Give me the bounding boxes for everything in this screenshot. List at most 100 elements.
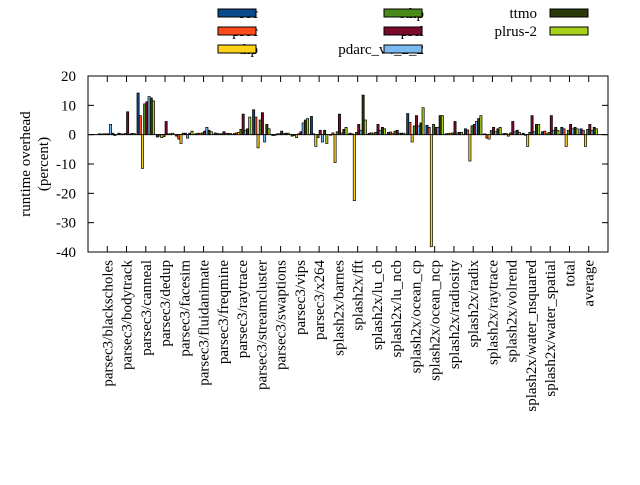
x-tick-label: parsec3/blackscholes [100, 260, 116, 387]
x-tick-label: average [582, 260, 598, 307]
bar-prcl-splash2x/fft [357, 124, 361, 136]
bar-thp-parsec3/facesim [179, 134, 183, 144]
bar-prec-splash2x/ocean_ncp [427, 126, 431, 136]
bar-plrus-2-parsec3/blackscholes [113, 134, 117, 136]
y-tick-label: -10 [56, 157, 76, 173]
bar-prec-parsec3/x264 [312, 133, 316, 136]
bar-thp-parsec3/x264 [314, 134, 318, 147]
legend-swatch-ttmo [549, 8, 589, 18]
bar-plrus-2-parsec3/canneal [152, 100, 155, 136]
bar-thp-splash2x/fft [352, 134, 356, 202]
bar-plrus-2-splash2x/fft [363, 119, 367, 136]
bar-plrus-2-parsec3/bodytrack [132, 133, 136, 136]
bar-thp-splash2x/water_nsquared [526, 134, 530, 147]
y-axis-label-line-2: (percent) [36, 137, 52, 191]
x-tick-label: splash2x/water_spatial [543, 260, 559, 397]
bar-rec-parsec3/canneal [136, 92, 140, 136]
bar-prcl-splash2x/lu_ncb [395, 129, 399, 136]
x-tick-label: splash2x/volrend [505, 260, 521, 363]
bar-plrus-2-parsec3/vips [306, 118, 310, 136]
bar-thp-splash2x/ocean_cp [410, 134, 414, 143]
x-tick-label: splash2x/lu_ncb [389, 260, 405, 358]
y-tick-label: -40 [56, 245, 76, 261]
bar-plrus-2-parsec3/fluidanimate [209, 131, 213, 136]
bar-thp-average [583, 134, 587, 147]
bar-rec-splash2x/raytrace [483, 133, 487, 136]
bar-plrus-2-parsec3/dedup [171, 132, 175, 136]
x-tick-label: splash2x/ocean_cp [408, 260, 424, 373]
bar-prcl-parsec3/x264 [318, 129, 322, 136]
x-tick-label: parsec3/streamcluster [254, 260, 270, 390]
bar-rec-splash2x/water_nsquared [521, 132, 525, 136]
y-tick-label: 20 [61, 69, 76, 85]
bar-pdarc_v4_2_2-parsec3/streamcluster [263, 134, 267, 143]
y-axis-label-line-1: runtime overhead [18, 111, 34, 217]
legend-swatch-pdarc_v4_2_2 [383, 44, 423, 54]
plot-border [87, 75, 609, 253]
bar-thp-splash2x/barnes [333, 134, 337, 163]
bar-prec-splash2x/radix [466, 129, 470, 136]
bar-prcl-splash2x/radiosity [453, 121, 457, 136]
bar-pdarc_v4_2_2-parsec3/facesim [186, 134, 190, 139]
x-tick-label: parsec3/swaptions [274, 260, 290, 370]
x-tick-label: splash2x/fft [351, 259, 367, 330]
bar-prcl-average [588, 124, 592, 136]
bar-plrus-2-splash2x/ocean_ncp [440, 115, 444, 136]
x-tick-label: parsec3/facesim [177, 260, 193, 357]
bar-prec-total [562, 128, 566, 136]
bar-prec-parsec3/streamcluster [254, 116, 258, 136]
bar-pdarc_v4_2_2-parsec3/blackscholes [109, 124, 113, 136]
bar-thp-splash2x/volrend [506, 134, 510, 137]
x-tick-label: parsec3/bodytrack [120, 260, 136, 370]
bar-thp-parsec3/streamcluster [256, 134, 260, 149]
x-axis-ticks: parsec3/blackscholes parsec3/bodytrack par… [100, 76, 598, 412]
y-tick-label: -30 [56, 216, 76, 232]
x-tick-label: splash2x/radix [466, 260, 482, 348]
y-tick-label: 0 [69, 128, 77, 144]
legend-swatch-plrus-2 [549, 26, 589, 36]
x-tick-label: splash2x/barnes [331, 260, 347, 356]
bar-prec-splash2x/ocean_cp [408, 121, 412, 136]
x-tick-label: parsec3/fluidanimate [197, 260, 213, 386]
bar-plrus-2-parsec3/x264 [325, 134, 329, 144]
x-tick-label: parsec3/raytrace [235, 260, 251, 359]
x-tick-label: splash2x/ocean_ncp [428, 260, 444, 381]
legend-swatch-prcl [383, 26, 423, 36]
bar-thp-splash2x/raytrace [487, 134, 491, 140]
bar-prcl-splash2x/barnes [338, 113, 341, 136]
bar-prcl-parsec3/bodytrack [126, 111, 130, 136]
bar-prcl-parsec3/raytrace [241, 113, 245, 136]
plot-area [87, 75, 609, 253]
bar-prec-splash2x/barnes [331, 132, 335, 136]
bar-plrus-2-splash2x/lu_ncb [402, 132, 406, 136]
x-tick-label: parsec3/x264 [312, 260, 328, 340]
bar-plrus-2-splash2x/raytrace [498, 126, 502, 136]
y-axis-ticks: -40 -30 -20 -10 0 10 20 [56, 69, 608, 261]
bar-plrus-2-splash2x/radiosity [460, 131, 464, 136]
bar-prcl-splash2x/lu_cb [376, 124, 380, 136]
bar-prcl-splash2x/raytrace [492, 126, 495, 136]
y-tick-label: 10 [61, 98, 76, 114]
legend-swatch-ethp [383, 8, 423, 18]
x-tick-label: parsec3/freqmine [216, 260, 232, 364]
legend-label-plrus-2: plrus-2 [495, 24, 538, 40]
bar-rec-parsec3/x264 [309, 116, 313, 136]
x-tick-label: total [562, 260, 578, 287]
bar-pdarc_v4_2_2-parsec3/x264 [320, 134, 324, 143]
bar-plrus-2-total [575, 128, 579, 136]
bar-plrus-2-parsec3/swaptions [286, 132, 290, 136]
bar-thp-splash2x/ocean_ncp [429, 134, 433, 248]
bar-prcl-parsec3/streamcluster [260, 112, 264, 136]
x-tick-label: splash2x/raytrace [485, 260, 501, 365]
x-tick-label: parsec3/vips [293, 260, 309, 335]
bar-prec-parsec3/canneal [138, 115, 142, 136]
x-tick-label: splash2x/radiosity [447, 260, 463, 370]
x-tick-label: parsec3/dedup [158, 260, 174, 347]
bar-plrus-2-parsec3/facesim [190, 130, 194, 136]
bar-thp-splash2x/radix [468, 134, 472, 162]
bar-thp-parsec3/vips [295, 134, 299, 138]
bar-ttmo-splash2x/fft [361, 94, 365, 136]
legend-swatch-rec [217, 8, 257, 18]
bar-prcl-splash2x/water_spatial [549, 115, 553, 136]
